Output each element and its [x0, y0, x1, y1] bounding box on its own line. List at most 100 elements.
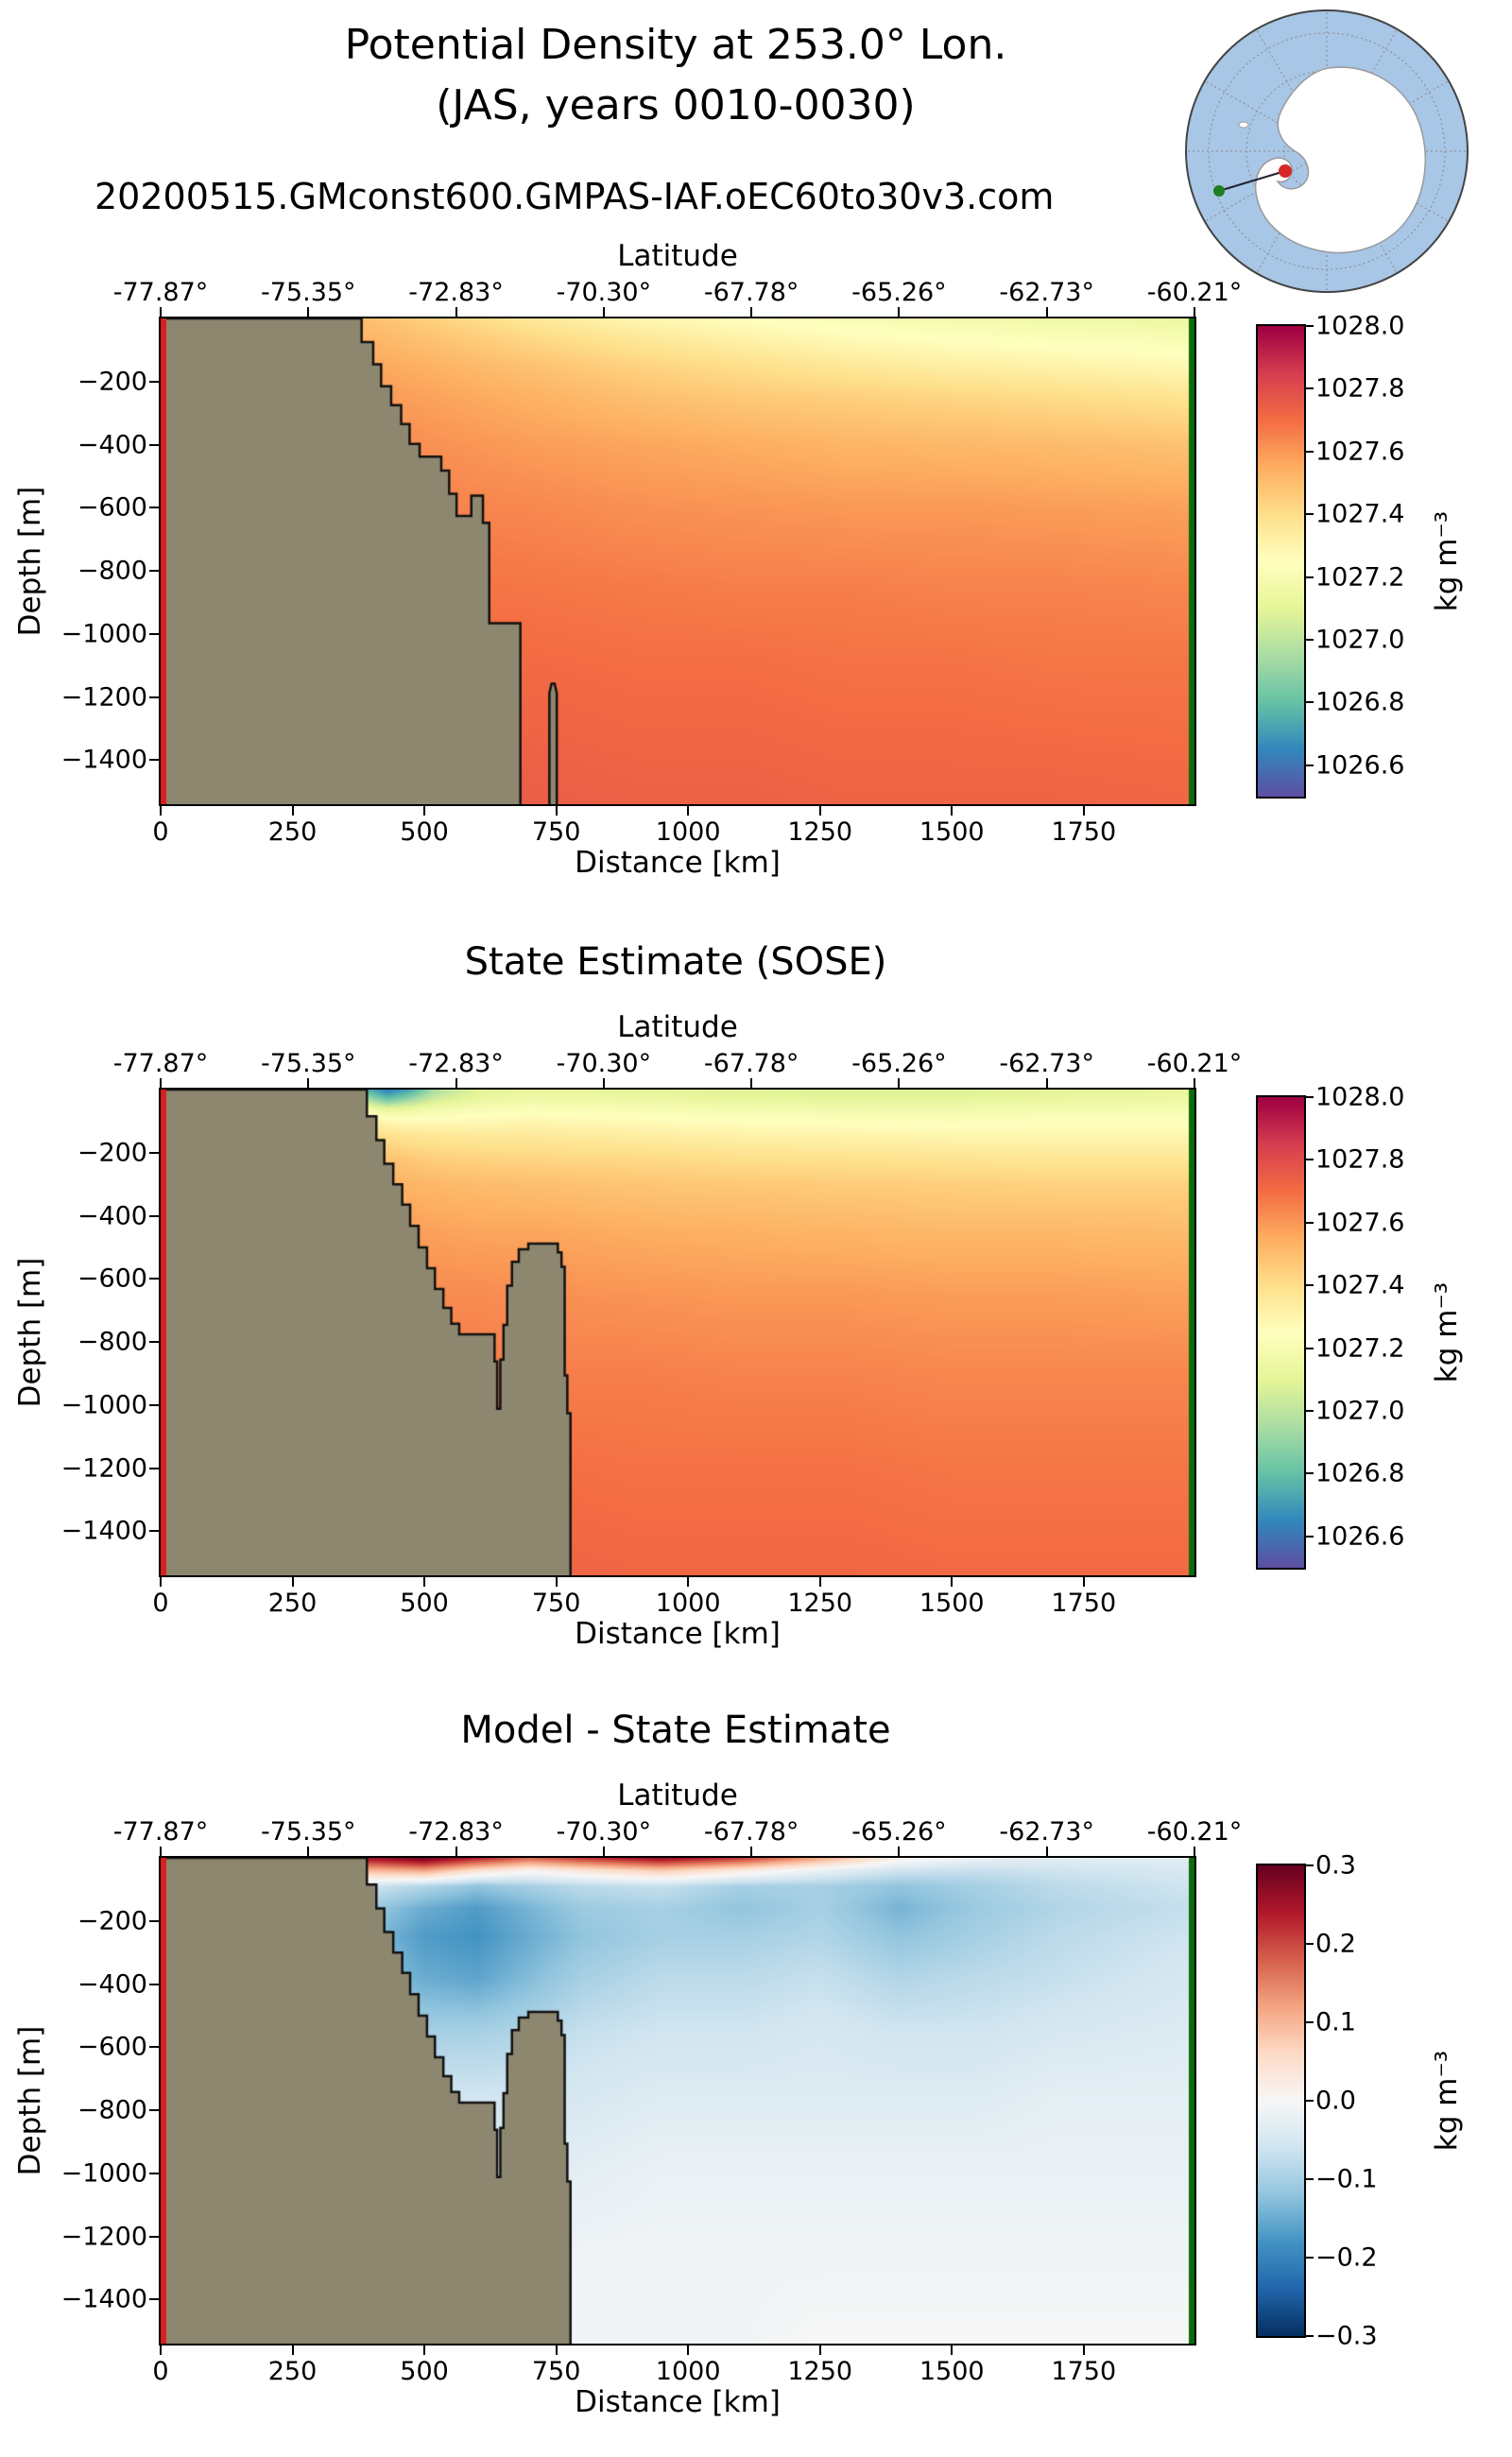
depth-tick-label: −200 — [77, 367, 147, 397]
depth-tick-label: −1200 — [60, 1453, 147, 1484]
latitude-tick — [1194, 1078, 1195, 1088]
latitude-axis-label: Latitude — [617, 239, 738, 273]
latitude-tick-label: -77.87° — [112, 278, 209, 307]
depth-tick — [149, 759, 159, 762]
distance-tick-label: 1750 — [1051, 2357, 1117, 2386]
colorbar-tick-label: 1027.4 — [1315, 499, 1405, 529]
colorbar-unit-label: kg m⁻³ — [1430, 2050, 1464, 2152]
distance-tick-label: 750 — [531, 817, 581, 847]
latitude-tick-label: -72.83° — [408, 1817, 504, 1847]
distance-tick — [1082, 806, 1085, 816]
distance-tick-label: 750 — [531, 1589, 581, 1618]
distance-tick — [1082, 2345, 1085, 2355]
colorbar-unit-label: kg m⁻³ — [1430, 1281, 1464, 1383]
depth-tick — [149, 1214, 159, 1217]
distance-tick-label: 250 — [267, 1589, 318, 1618]
colorbar-tick-label: 0.1 — [1315, 2007, 1356, 2037]
latitude-tick-label: -67.78° — [703, 1817, 799, 1847]
panel-title-difference: Model - State Estimate — [460, 1709, 891, 1752]
colorbar-tick-label: 0.2 — [1315, 1929, 1356, 1959]
colorbar-tick — [1306, 2257, 1314, 2259]
latitude-tick — [750, 1078, 753, 1088]
depth-tick-label: −400 — [77, 1969, 147, 1999]
colorbar-tick — [1306, 325, 1314, 327]
depth-tick-label: −200 — [77, 1138, 147, 1168]
distance-tick — [423, 2345, 426, 2355]
colorbar-state-estimate: kg m⁻³ 1026.6 1026.8 1027.0 1027.2 1027.4 102… — [1256, 1085, 1464, 1570]
distance-tick — [555, 1577, 558, 1587]
colorbar-tick-label: 1026.6 — [1315, 1521, 1405, 1552]
latitude-tick-label: -67.78° — [703, 278, 799, 307]
colorbar-tick — [1306, 513, 1314, 516]
latitude-tick-label: -60.21° — [1146, 1049, 1243, 1078]
depth-tick-label: −1200 — [60, 682, 147, 713]
latitude-tick-label: -75.35° — [261, 1049, 356, 1078]
colorbar-tick — [1306, 1472, 1314, 1475]
colorbar-tick-label: 1027.6 — [1315, 1208, 1405, 1238]
distance-tick — [951, 2345, 954, 2355]
latitude-tick-label: -75.35° — [261, 1817, 356, 1847]
plot-model: Latitude Distance [km] Depth [m] -77.87°… — [13, 239, 1242, 880]
latitude-tick — [898, 1078, 901, 1088]
depth-tick — [149, 1341, 159, 1343]
figure-title-line2: (JAS, years 0010-0030) — [436, 81, 916, 129]
colorbar-tick-label: 1027.2 — [1315, 562, 1405, 593]
distance-tick-label: 750 — [531, 2357, 581, 2386]
depth-tick-label: −600 — [77, 492, 147, 523]
distance-tick — [818, 2345, 821, 2355]
plot-difference: Latitude Distance [km] Depth [m] -77.87°… — [13, 1778, 1242, 2419]
colorbar-tick — [1306, 1410, 1314, 1412]
colorbar-tick-label: −0.3 — [1315, 2321, 1378, 2351]
depth-tick — [149, 1919, 159, 1922]
colorbar-gradient — [1258, 1097, 1304, 1568]
distance-tick-label: 1500 — [919, 1589, 985, 1618]
colorbar-tick-label: 1027.8 — [1315, 1144, 1405, 1175]
depth-tick — [149, 632, 159, 635]
depth-tick-label: −600 — [77, 2032, 147, 2062]
latitude-tick — [455, 1078, 457, 1088]
density-field-canvas-sose — [161, 1090, 1194, 1575]
colorbar-tick — [1306, 450, 1314, 453]
latitude-tick — [750, 307, 753, 317]
antarctica-inset-map — [1185, 9, 1469, 293]
latitude-tick — [160, 307, 162, 317]
colorbar-tick — [1306, 701, 1314, 704]
latitude-tick — [1045, 1847, 1048, 1856]
inset-island — [1238, 121, 1249, 129]
depth-tick-label: −400 — [77, 1201, 147, 1230]
distance-tick-label: 500 — [400, 1589, 449, 1618]
colorbar-tick — [1306, 387, 1314, 390]
depth-tick — [149, 380, 159, 383]
distance-tick-label: 1250 — [787, 817, 853, 847]
colorbar-tick — [1306, 1159, 1314, 1161]
latitude-tick-label: -77.87° — [112, 1817, 209, 1847]
depth-tick-label: −400 — [77, 430, 147, 459]
latitude-tick — [898, 1847, 901, 1856]
latitude-tick — [1194, 307, 1195, 317]
depth-tick — [149, 1530, 159, 1533]
latitude-tick-label: -60.21° — [1146, 1817, 1243, 1847]
depth-tick-label: −200 — [77, 1906, 147, 1936]
colorbar-tick-label: −0.1 — [1315, 2164, 1378, 2194]
latitude-tick-label: -72.83° — [408, 1049, 504, 1078]
antarctica-landmass — [1254, 66, 1426, 254]
distance-tick-label: 0 — [152, 2357, 169, 2386]
distance-tick-label: 0 — [152, 817, 169, 847]
depth-tick-label: −600 — [77, 1263, 147, 1294]
depth-tick — [149, 507, 159, 509]
distance-tick-label: 250 — [267, 817, 318, 847]
latitude-tick-label: -60.21° — [1146, 278, 1243, 307]
distance-tick — [423, 1577, 426, 1587]
latitude-tick — [602, 307, 605, 317]
colorbar-tick-label: 1028.0 — [1315, 1082, 1405, 1112]
latitude-tick — [307, 1847, 310, 1856]
depth-tick-label: −1400 — [60, 1516, 147, 1546]
distance-tick-label: 0 — [152, 1589, 169, 1618]
latitude-tick-label: -70.30° — [556, 1817, 652, 1847]
distance-tick — [687, 806, 690, 816]
depth-tick — [149, 443, 159, 446]
latitude-tick — [898, 307, 901, 317]
latitude-tick-label: -65.26° — [851, 278, 947, 307]
depth-tick — [149, 1151, 159, 1154]
latitude-tick — [1045, 1078, 1048, 1088]
